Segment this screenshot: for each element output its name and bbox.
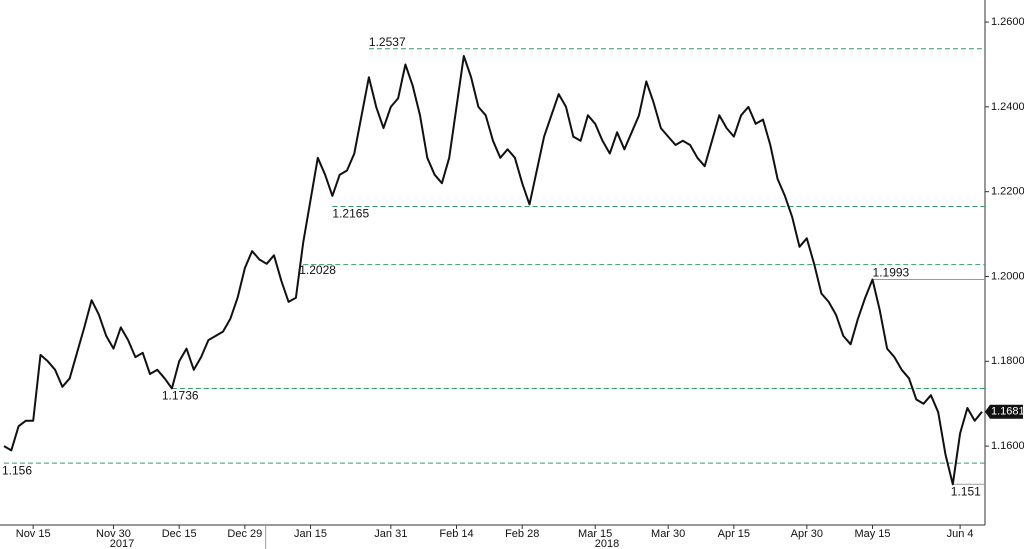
x-tick-label: Feb 28 bbox=[505, 528, 539, 540]
year-label: 2018 bbox=[595, 538, 619, 549]
x-tick-label: Dec 15 bbox=[162, 528, 197, 540]
level-label: 1.2537 bbox=[369, 35, 406, 49]
x-tick-label: Jun 4 bbox=[947, 528, 974, 540]
x-tick-label: Jan 15 bbox=[294, 528, 327, 540]
y-tick-label: 1.2600 bbox=[991, 16, 1024, 28]
x-tick-label: Apr 30 bbox=[791, 528, 823, 540]
level-label: 1.151 bbox=[951, 484, 981, 498]
level-label: 1.156 bbox=[2, 463, 32, 477]
last-price-label: 1.1681 bbox=[991, 406, 1024, 418]
last-price-box bbox=[985, 404, 1023, 419]
y-tick-label: 1.2200 bbox=[991, 186, 1024, 198]
price-line bbox=[3, 55, 983, 486]
x-tick-label: Jan 31 bbox=[374, 528, 407, 540]
x-tick-label: Mar 15 bbox=[578, 528, 612, 540]
level-label: 1.2028 bbox=[299, 263, 336, 277]
x-tick-label: May 15 bbox=[854, 528, 890, 540]
y-tick-label: 1.1800 bbox=[991, 355, 1024, 367]
level-label: 1.1736 bbox=[162, 389, 199, 403]
x-tick-label: Feb 14 bbox=[439, 528, 473, 540]
y-tick-label: 1.1600 bbox=[991, 440, 1024, 452]
level-label: 1.2165 bbox=[332, 207, 369, 221]
x-tick-label: Apr 15 bbox=[718, 528, 750, 540]
y-tick-label: 1.2000 bbox=[991, 270, 1024, 282]
x-tick-label: Nov 15 bbox=[16, 528, 51, 540]
x-tick-label: Mar 30 bbox=[651, 528, 685, 540]
x-tick-label: Nov 30 bbox=[96, 528, 131, 540]
x-tick-label: Dec 29 bbox=[227, 528, 262, 540]
level-label: 1.1993 bbox=[873, 266, 910, 280]
y-tick-label: 1.2400 bbox=[991, 101, 1024, 113]
year-label: 2017 bbox=[110, 538, 134, 549]
